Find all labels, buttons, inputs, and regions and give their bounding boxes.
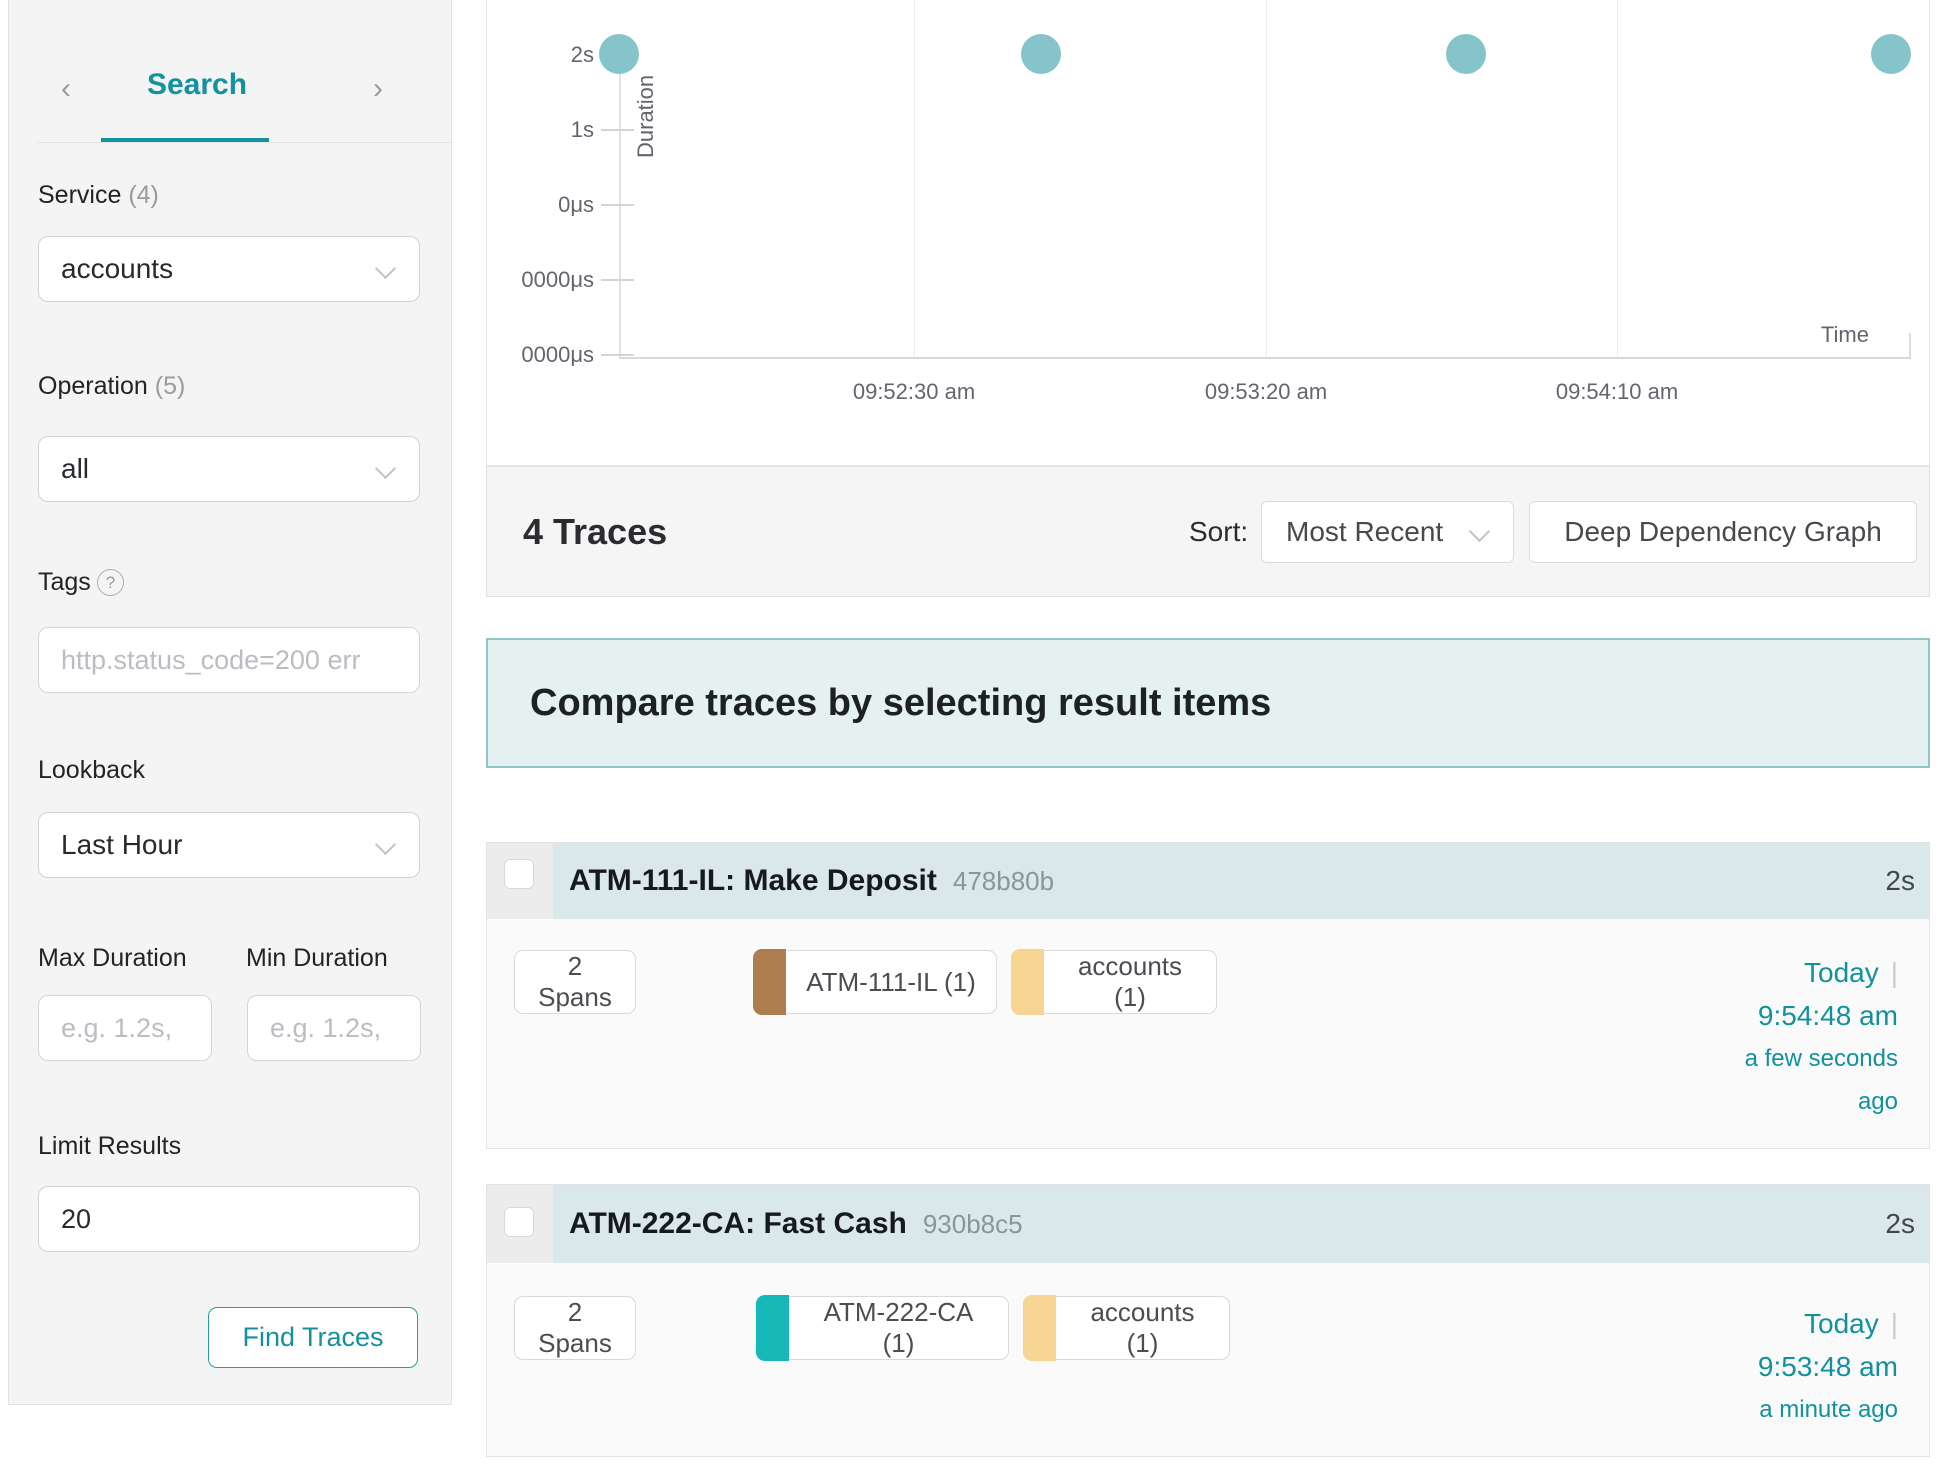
trace-duration: 2s xyxy=(1885,1208,1915,1239)
trace-timestamp: Today | 9:54:48 am a few seconds ago xyxy=(1745,951,1898,1123)
find-traces-button[interactable]: Find Traces xyxy=(208,1307,418,1368)
service-chip: accounts (1) xyxy=(1011,948,1217,1015)
x-tick-label: 09:52:30 am xyxy=(852,379,976,404)
active-tab-underline xyxy=(101,138,269,142)
trace-duration: 2s xyxy=(1885,865,1915,896)
tags-help-icon[interactable]: ? xyxy=(97,569,124,596)
deep-dependency-graph-button[interactable]: Deep Dependency Graph xyxy=(1529,501,1917,563)
trace-count: 4 Traces xyxy=(523,510,668,552)
sort-label: Sort: xyxy=(1189,515,1249,547)
tags-label: Tags xyxy=(38,568,91,596)
y-tick-label: 0000μs xyxy=(521,342,594,367)
trace-select-checkbox[interactable] xyxy=(504,1207,534,1237)
scatter-plot: Duration Time 2s 1s 0μs 0000μs 0000μs 09:52:3… xyxy=(486,0,1930,466)
span-count-chip: 2 Spans xyxy=(514,1296,636,1360)
trace-id: 930b8c5 xyxy=(922,1208,1023,1239)
lookback-select[interactable]: Last Hour xyxy=(38,812,420,878)
service-color-swatch xyxy=(756,1294,789,1361)
trace-relative-time: ago xyxy=(1857,1088,1898,1115)
prev-tab-icon[interactable]: ‹ xyxy=(61,72,71,105)
y-tick-label: 1s xyxy=(570,117,594,142)
service-select[interactable]: accounts xyxy=(38,236,420,302)
trace-time: 9:53:48 am xyxy=(1757,1351,1898,1382)
service-chip: ATM-222-CA (1) xyxy=(756,1294,1009,1361)
chevron-down-icon xyxy=(374,457,397,480)
service-color-swatch xyxy=(1011,948,1044,1015)
scatter-point[interactable] xyxy=(599,34,639,74)
trace-time: 9:54:48 am xyxy=(1757,1000,1898,1031)
min-duration-label: Min Duration xyxy=(246,944,388,972)
gridline xyxy=(914,0,915,357)
min-duration-input[interactable] xyxy=(247,995,421,1061)
tags-input[interactable] xyxy=(38,627,420,693)
service-color-swatch xyxy=(753,948,786,1015)
sort-select-value: Most Recent xyxy=(1286,516,1444,547)
x-axis-line xyxy=(619,357,1911,359)
chevron-down-icon xyxy=(1468,520,1491,543)
limit-results-input[interactable] xyxy=(38,1186,420,1252)
y-tick xyxy=(601,279,634,281)
operation-select[interactable]: all xyxy=(38,436,420,502)
compare-banner-text: Compare traces by selecting result items xyxy=(530,681,1272,724)
x-axis-end-tick xyxy=(1909,333,1911,357)
trace-result-card: ATM-111-IL: Make Deposit 478b80b 2s 2 Sp… xyxy=(486,842,1930,1149)
chevron-down-icon xyxy=(374,257,397,280)
span-count-chip: 2 Spans xyxy=(514,950,636,1014)
trace-relative-time: a few seconds xyxy=(1744,1045,1898,1072)
service-chip: accounts (1) xyxy=(1023,1294,1230,1361)
sort-select[interactable]: Most Recent xyxy=(1261,501,1514,563)
search-sidebar: ‹ Search › Service (4) accounts Operatio… xyxy=(8,0,453,1405)
y-tick-label: 2s xyxy=(570,42,594,67)
x-tick-label: 09:54:10 am xyxy=(1555,379,1679,404)
y-axis-title: Duration xyxy=(633,74,658,158)
service-color-swatch xyxy=(1023,1294,1056,1361)
trace-relative-time: a minute ago xyxy=(1759,1396,1898,1423)
scatter-point[interactable] xyxy=(1871,34,1911,74)
trace-title[interactable]: ATM-111-IL: Make Deposit xyxy=(569,864,937,897)
max-duration-input[interactable] xyxy=(38,995,212,1061)
trace-header[interactable]: ATM-111-IL: Make Deposit 478b80b 2s xyxy=(487,843,1929,919)
tab-divider xyxy=(37,142,453,143)
gridline xyxy=(1617,0,1618,357)
y-tick xyxy=(601,354,634,356)
scatter-point[interactable] xyxy=(1446,34,1486,74)
separator: | xyxy=(1890,1308,1898,1339)
lookback-select-value: Last Hour xyxy=(61,829,183,860)
tab-search[interactable]: Search xyxy=(146,68,248,101)
scatter-point[interactable] xyxy=(1021,34,1061,74)
trace-id: 478b80b xyxy=(952,865,1055,896)
trace-title[interactable]: ATM-222-CA: Fast Cash xyxy=(569,1207,907,1240)
x-tick-label: 09:53:20 am xyxy=(1204,379,1328,404)
max-duration-label: Max Duration xyxy=(38,944,187,972)
y-tick xyxy=(601,204,634,206)
service-select-value: accounts xyxy=(61,253,174,284)
main-content: Duration Time 2s 1s 0μs 0000μs 0000μs 09:52:3… xyxy=(486,0,1930,1472)
trace-select-checkbox[interactable] xyxy=(504,859,534,889)
trace-header[interactable]: ATM-222-CA: Fast Cash 930b8c5 2s xyxy=(487,1185,1929,1263)
results-bar: 4 Traces Sort: Most Recent Deep Dependen… xyxy=(486,466,1930,597)
chevron-down-icon xyxy=(374,833,397,856)
lookback-label: Lookback xyxy=(38,756,146,784)
trace-result-card: ATM-222-CA: Fast Cash 930b8c5 2s 2 Spans… xyxy=(486,1184,1930,1457)
limit-results-label: Limit Results xyxy=(38,1132,182,1160)
trace-timestamp: Today | 9:53:48 am a minute ago xyxy=(1758,1302,1898,1431)
operation-select-value: all xyxy=(61,453,90,484)
x-axis-title: Time xyxy=(1820,322,1869,347)
service-chip: ATM-111-IL (1) xyxy=(753,948,997,1015)
y-tick-label: 0000μs xyxy=(521,267,594,292)
operation-label: Operation (5) xyxy=(38,372,186,400)
next-tab-icon[interactable]: › xyxy=(373,72,383,105)
gridline xyxy=(1266,0,1267,357)
compare-banner: Compare traces by selecting result items xyxy=(486,638,1930,768)
separator: | xyxy=(1890,957,1898,988)
y-tick-label: 0μs xyxy=(558,192,594,217)
y-tick xyxy=(601,129,634,131)
service-label: Service (4) xyxy=(38,181,159,209)
